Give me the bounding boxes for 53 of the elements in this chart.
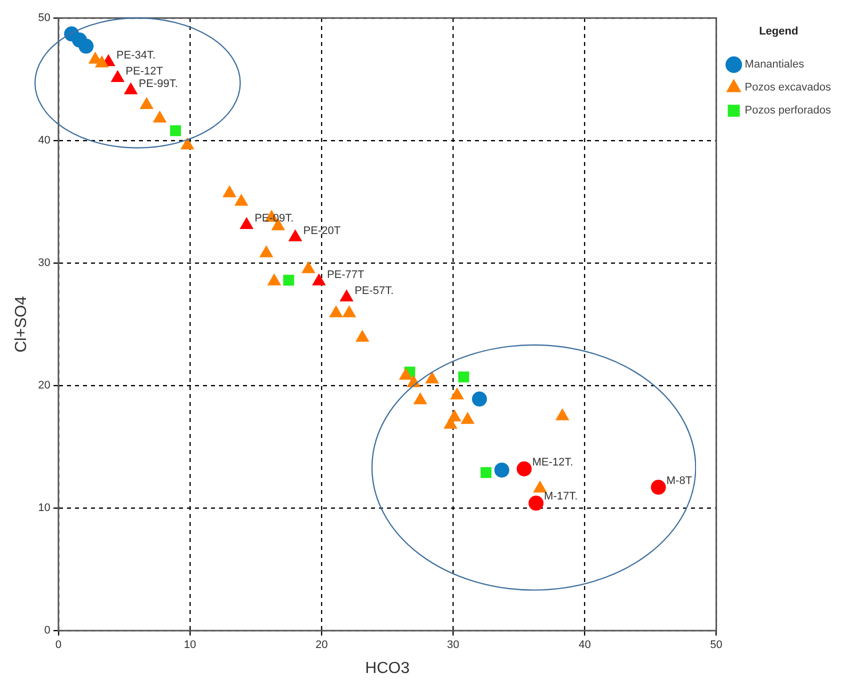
annotation: PE-12T [126,66,164,78]
legend-title: Legend [759,26,798,38]
point [461,412,474,424]
y-tick-label: 50 [38,12,50,24]
annotation: PE-20T [303,224,341,237]
point [234,194,248,206]
x-tick-label: 20 [315,639,328,652]
point [124,82,138,94]
point [450,388,464,400]
point [414,392,427,404]
point [153,110,166,122]
point [180,138,194,150]
point [399,368,412,380]
x-tick-label: 40 [578,639,591,652]
annotation: PE-99T. [138,78,178,90]
annotation: PE-34T. [116,50,156,62]
point [426,372,439,384]
point [222,186,236,198]
point [312,274,326,286]
annotation: M-8T [666,474,692,487]
x-tick-label: 0 [55,639,62,652]
y-tick-label: 30 [38,257,50,270]
point [140,97,154,109]
legend-label: Pozos perforados [744,104,832,117]
x-tick-label: 30 [447,639,460,652]
legend-label: Pozos excavados [744,82,832,94]
x-tick-label: 50 [710,639,722,652]
x-axis-title: HCO3 [365,660,410,677]
point [356,330,369,342]
point [342,306,356,318]
point [288,230,302,242]
point [556,408,569,420]
y-tick-label: 20 [38,380,50,392]
point [444,417,458,429]
annotation: ME-12T. [532,456,574,468]
point [302,262,315,274]
point [95,56,108,68]
point [111,70,124,82]
point [240,218,254,230]
y-tick-label: 0 [44,624,50,637]
y-tick-label: 40 [38,134,50,147]
annotation: PE-57T. [354,284,394,297]
y-tick-label: 10 [38,502,50,514]
x-tick-label: 10 [184,639,196,652]
y-axis-title: Cl+SO4 [13,296,30,353]
annotation: PE-77T [326,268,365,281]
point [340,290,354,302]
point [268,274,281,286]
annotation: M-17T. [544,490,578,503]
point [329,306,343,318]
point [260,246,273,258]
legend-label: Manantiales [744,58,805,71]
point [533,480,547,492]
